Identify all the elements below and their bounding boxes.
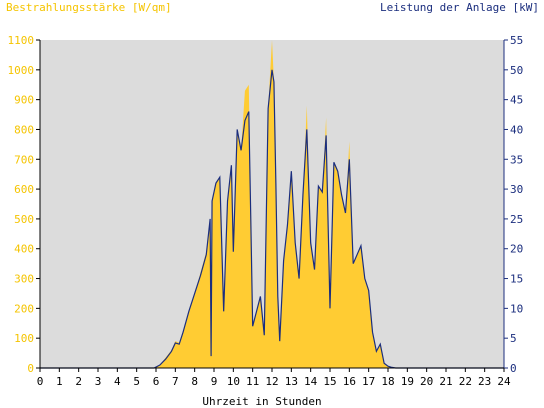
y-right-tick-label: 25 (510, 213, 523, 226)
y-left-tick-label: 900 (14, 94, 34, 107)
x-tick-label: 22 (459, 375, 472, 388)
y-left-tick-label: 1000 (8, 64, 35, 77)
y-left-tick-label: 600 (14, 183, 34, 196)
x-tick-label: 8 (191, 375, 198, 388)
x-tick-label: 21 (439, 375, 452, 388)
x-tick-label: 9 (211, 375, 218, 388)
irradiance-area (40, 40, 504, 368)
x-tick-label: 0 (37, 375, 44, 388)
x-tick-label: 24 (497, 375, 511, 388)
x-tick-label: 23 (478, 375, 491, 388)
x-tick-label: 12 (265, 375, 278, 388)
left-axis-label: Bestrahlungsstärke [W/qm] (6, 1, 172, 14)
y-left-tick-label: 0 (27, 362, 34, 375)
x-tick-label: 4 (114, 375, 121, 388)
y-left-tick-label: 200 (14, 302, 34, 315)
x-tick-label: 16 (343, 375, 356, 388)
y-left-tick-label: 300 (14, 273, 34, 286)
y-left-tick-label: 1100 (8, 34, 35, 47)
x-tick-label: 19 (401, 375, 414, 388)
power-line (40, 69, 504, 369)
y-right-tick-label: 40 (510, 123, 523, 136)
x-tick-label: 14 (304, 375, 318, 388)
x-tick-label: 13 (285, 375, 298, 388)
y-right-tick-label: 20 (510, 243, 523, 256)
y-left-tick-label: 500 (14, 213, 34, 226)
x-tick-label: 20 (420, 375, 433, 388)
y-right-tick-label: 10 (510, 302, 523, 315)
y-right-tick-label: 30 (510, 183, 523, 196)
x-axis-label: Uhrzeit in Stunden (202, 395, 321, 408)
axes-layer: 0100200300400500600700800900100011000510… (8, 34, 524, 388)
x-tick-label: 1 (56, 375, 63, 388)
y-right-tick-label: 35 (510, 153, 523, 166)
y-left-tick-label: 400 (14, 243, 34, 256)
x-tick-label: 3 (95, 375, 102, 388)
x-tick-label: 11 (246, 375, 259, 388)
y-right-tick-label: 0 (510, 362, 517, 375)
x-tick-label: 5 (133, 375, 140, 388)
y-right-tick-label: 55 (510, 34, 523, 47)
y-left-tick-label: 700 (14, 153, 34, 166)
y-left-tick-label: 100 (14, 332, 34, 345)
x-tick-label: 10 (227, 375, 240, 388)
x-tick-label: 15 (323, 375, 336, 388)
y-right-tick-label: 15 (510, 273, 523, 286)
right-axis-label: Leistung der Anlage [kW] (380, 1, 539, 14)
y-right-tick-label: 45 (510, 94, 523, 107)
series-layer (40, 40, 504, 369)
y-left-tick-label: 800 (14, 123, 34, 136)
x-tick-label: 6 (153, 375, 160, 388)
x-tick-label: 17 (362, 375, 375, 388)
y-right-tick-label: 50 (510, 64, 523, 77)
x-tick-label: 7 (172, 375, 179, 388)
x-tick-label: 2 (75, 375, 82, 388)
y-right-tick-label: 5 (510, 332, 517, 345)
x-tick-label: 18 (381, 375, 394, 388)
